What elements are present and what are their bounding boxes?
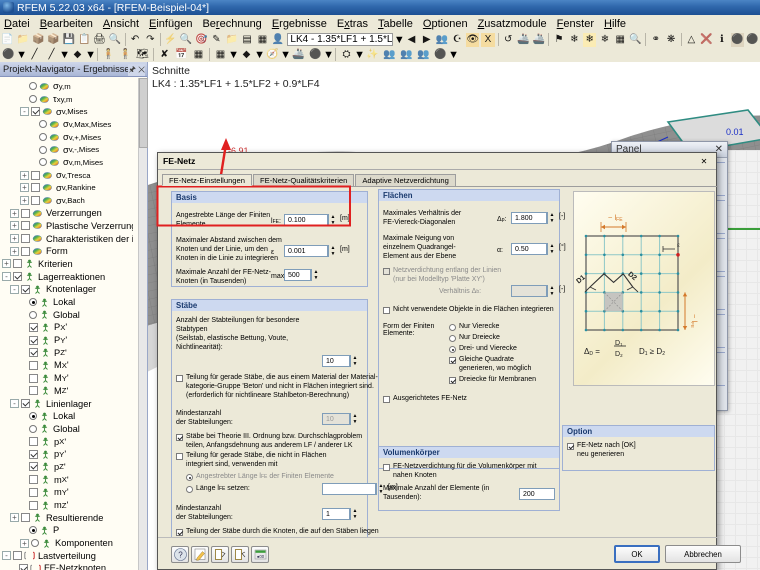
svg-text:D2: D2 — [615, 351, 623, 358]
svg-text:ε: ε — [677, 242, 680, 249]
svg-text:D1 ≥ D2: D1 ≥ D2 — [639, 347, 665, 357]
svg-text:0.01: 0.01 — [726, 127, 744, 137]
svg-text:D1: D1 — [615, 340, 623, 347]
svg-text:~ lFE: ~ lFE — [690, 314, 699, 328]
svg-text:D1: D1 — [575, 274, 586, 285]
svg-text:?: ? — [178, 551, 183, 560]
svg-text:●00: ●00 — [256, 554, 264, 559]
svg-text:~ lFE: ~ lFE — [608, 213, 623, 223]
svg-text:ΔD =: ΔD = — [584, 347, 600, 357]
